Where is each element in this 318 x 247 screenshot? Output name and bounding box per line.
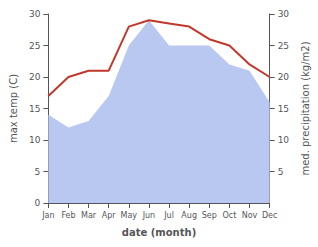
svg-text:Feb: Feb: [61, 211, 75, 220]
svg-text:5: 5: [35, 167, 41, 177]
svg-text:May: May: [121, 211, 138, 220]
svg-text:Apr: Apr: [102, 211, 117, 220]
svg-text:Sep: Sep: [202, 211, 217, 220]
svg-text:25: 25: [278, 41, 289, 51]
svg-text:30: 30: [278, 9, 290, 19]
svg-text:Mar: Mar: [81, 211, 97, 220]
svg-text:5: 5: [278, 167, 284, 177]
svg-text:20: 20: [29, 72, 41, 82]
svg-text:10: 10: [278, 135, 290, 145]
svg-text:25: 25: [29, 41, 40, 51]
svg-text:10: 10: [29, 135, 41, 145]
svg-text:0: 0: [35, 198, 41, 208]
svg-text:Jul: Jul: [163, 211, 174, 220]
svg-text:30: 30: [29, 9, 41, 19]
svg-text:15: 15: [29, 104, 40, 114]
svg-text:max temp (C): max temp (C): [8, 74, 19, 143]
svg-text:Aug: Aug: [181, 211, 197, 220]
svg-text:Jun: Jun: [142, 211, 156, 220]
svg-text:20: 20: [278, 72, 290, 82]
svg-text:15: 15: [278, 104, 289, 114]
svg-text:date (month): date (month): [122, 227, 196, 238]
svg-text:Dec: Dec: [262, 211, 277, 220]
svg-text:Nov: Nov: [242, 211, 258, 220]
svg-text:Jan: Jan: [41, 211, 54, 220]
svg-text:Oct: Oct: [222, 211, 236, 220]
svg-text:med. precipitation (kg/m2): med. precipitation (kg/m2): [300, 41, 311, 175]
